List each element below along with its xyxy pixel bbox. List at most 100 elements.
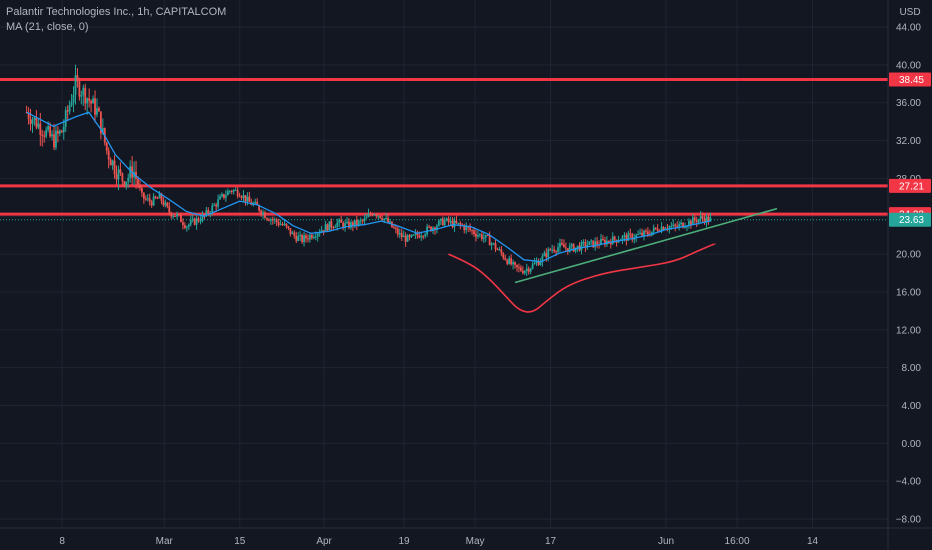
candle-body	[637, 234, 640, 236]
candle-body	[533, 262, 536, 265]
candle-body	[144, 198, 147, 200]
candle-body	[402, 235, 405, 238]
candle-body	[600, 238, 602, 245]
candle-body	[279, 224, 282, 226]
x-tick-label: 8	[59, 536, 65, 547]
moving-average-line[interactable]	[26, 111, 711, 263]
candle-body	[387, 217, 389, 223]
candle-body	[445, 218, 448, 221]
candle-body	[328, 221, 331, 231]
x-tick-label: 14	[807, 536, 819, 547]
candle-body	[613, 236, 616, 240]
candle-body	[219, 196, 221, 200]
level-price-label: 38.45	[899, 75, 924, 86]
candle-body	[201, 214, 204, 222]
candle-body	[502, 253, 505, 258]
candle-body	[504, 257, 507, 260]
candle-body	[570, 244, 573, 246]
candle-body	[182, 222, 184, 226]
candle-body	[564, 247, 567, 249]
currency-label: USD	[899, 7, 920, 18]
candle-body	[512, 262, 514, 265]
candle-body	[623, 235, 626, 237]
candle-body	[455, 220, 458, 224]
candle-body	[125, 181, 128, 187]
candle-body	[537, 261, 540, 266]
candle-body	[320, 230, 323, 233]
candle-body	[183, 225, 186, 228]
last-price-label: 23.63	[899, 215, 924, 226]
candle-body	[185, 226, 188, 228]
candle-body	[662, 226, 665, 230]
candle-body	[660, 226, 663, 232]
candle-body	[111, 160, 114, 166]
candle-body	[80, 95, 83, 97]
candle-body	[393, 227, 395, 229]
candle-body	[326, 224, 329, 231]
candle-body	[295, 235, 298, 241]
candle-body	[33, 117, 36, 121]
candle-body	[62, 126, 65, 133]
candle-body	[590, 240, 593, 242]
candle-body	[258, 205, 261, 211]
cup-annotation-curve[interactable]	[448, 242, 716, 313]
candle-body	[477, 235, 479, 237]
candle-body	[375, 214, 378, 217]
candle-body	[561, 242, 563, 245]
y-tick-label: 40.00	[896, 60, 921, 71]
candle-body	[555, 251, 557, 253]
candle-body	[551, 249, 554, 251]
level-price-badge[interactable]	[889, 72, 931, 87]
candle-body	[90, 100, 93, 104]
candle-body	[264, 212, 266, 219]
candle-body	[478, 234, 481, 236]
candle-body	[396, 228, 399, 235]
candle-body	[629, 233, 632, 235]
candle-body	[652, 227, 655, 232]
candle-body	[521, 270, 524, 274]
candle-body	[307, 238, 309, 240]
candle-body	[625, 235, 628, 241]
trendline[interactable]	[514, 207, 778, 284]
candle-body	[260, 210, 262, 215]
candle-body	[545, 252, 548, 258]
candle-body	[621, 236, 624, 240]
candle-body	[56, 130, 59, 134]
x-tick-label: 15	[234, 536, 246, 547]
candle-body	[137, 178, 139, 185]
y-tick-label: 0.00	[902, 439, 922, 450]
candle-body	[96, 108, 98, 115]
candle-body	[691, 217, 694, 225]
candle-body	[141, 188, 143, 193]
candle-body	[336, 222, 339, 227]
candle-body	[451, 220, 454, 228]
candle-body	[414, 233, 417, 235]
candle-body	[611, 236, 614, 245]
candle-body	[76, 75, 79, 82]
candle-body	[539, 261, 542, 266]
candle-body	[53, 134, 55, 148]
candle-body	[353, 220, 356, 227]
candle-body	[84, 87, 87, 104]
candle-body	[162, 200, 165, 206]
candle-body	[428, 226, 430, 228]
candle-body	[410, 234, 413, 237]
symbol-title[interactable]: Palantir Technologies Inc., 1h, CAPITALC…	[6, 6, 227, 18]
y-tick-label: 36.00	[896, 98, 921, 109]
candle-body	[514, 262, 516, 265]
candle-body	[142, 192, 145, 199]
candle-body	[482, 237, 485, 240]
candle-body	[385, 217, 388, 219]
candle-body	[643, 230, 645, 236]
indicator-legend[interactable]: MA (21, close, 0)	[6, 21, 89, 33]
candle-body	[484, 234, 487, 238]
candle-body	[148, 198, 151, 202]
candle-body	[39, 123, 42, 135]
level-price-badge[interactable]	[889, 178, 931, 193]
last-price-badge[interactable]	[889, 212, 931, 227]
candle-body	[205, 210, 208, 216]
candle-layer	[25, 64, 712, 276]
